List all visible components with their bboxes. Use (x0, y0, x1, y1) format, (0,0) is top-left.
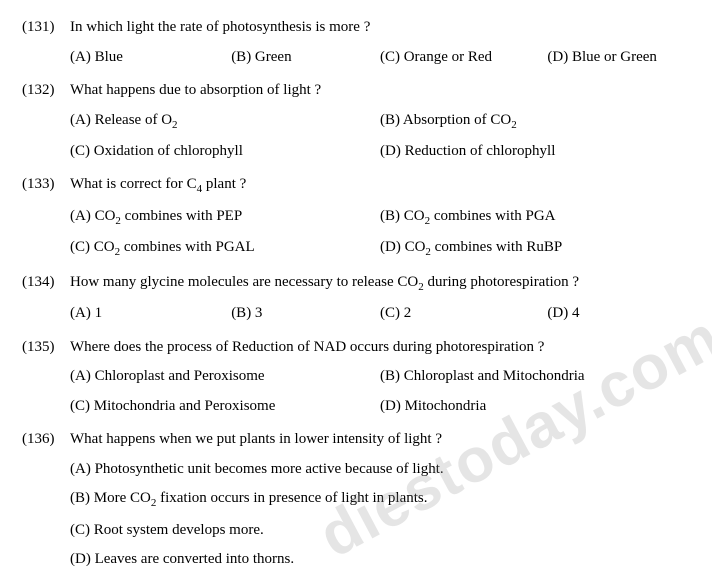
question-134: (134)How many glycine molecules are nece… (22, 273, 690, 324)
option: (C) 2 (380, 304, 547, 324)
option: (D) Leaves are converted into thorns. (70, 550, 690, 570)
option: (C) CO2 combines with PGAL (70, 238, 380, 259)
option: (C) Orange or Red (380, 48, 547, 68)
question-number: (132) (22, 81, 70, 101)
question-text: What happens due to absorption of light … (70, 81, 690, 101)
page-content: (131)In which light the rate of photosyn… (22, 18, 690, 570)
option: (D) Mitochondria (380, 397, 690, 417)
option: (D) Blue or Green (547, 48, 690, 68)
question-number: (134) (22, 273, 70, 293)
question-135: (135)Where does the process of Reduction… (22, 338, 690, 417)
question-number: (135) (22, 338, 70, 358)
question-text: Where does the process of Reduction of N… (70, 338, 690, 358)
option: (A) Blue (70, 48, 231, 68)
option: (B) CO2 combines with PGA (380, 207, 690, 228)
option: (B) Green (231, 48, 380, 68)
question-text: What is correct for C4 plant ? (70, 175, 690, 196)
option: (A) Photosynthetic unit becomes more act… (70, 460, 690, 480)
option: (C) Root system develops more. (70, 521, 690, 541)
question-number: (136) (22, 430, 70, 450)
question-text: What happens when we put plants in lower… (70, 430, 690, 450)
option: (C) Oxidation of chlorophyll (70, 142, 380, 162)
question-132: (132)What happens due to absorption of l… (22, 81, 690, 161)
option: (D) Reduction of chlorophyll (380, 142, 690, 162)
question-text: How many glycine molecules are necessary… (70, 273, 690, 294)
option: (D) 4 (547, 304, 690, 324)
option: (A) CO2 combines with PEP (70, 207, 380, 228)
question-number: (131) (22, 18, 70, 38)
option: (B) Absorption of CO2 (380, 111, 690, 132)
option: (D) CO2 combines with RuBP (380, 238, 690, 259)
option: (A) Release of O2 (70, 111, 380, 132)
question-131: (131)In which light the rate of photosyn… (22, 18, 690, 67)
option: (B) Chloroplast and Mitochondria (380, 367, 690, 387)
question-number: (133) (22, 175, 70, 195)
option: (B) 3 (231, 304, 380, 324)
option: (A) Chloroplast and Peroxisome (70, 367, 380, 387)
question-136: (136)What happens when we put plants in … (22, 430, 690, 569)
option: (A) 1 (70, 304, 231, 324)
option: (B) More CO2 fixation occurs in presence… (70, 489, 690, 510)
question-133: (133)What is correct for C4 plant ? (A) C… (22, 175, 690, 259)
option: (C) Mitochondria and Peroxisome (70, 397, 380, 417)
question-text: In which light the rate of photosynthesi… (70, 18, 690, 38)
